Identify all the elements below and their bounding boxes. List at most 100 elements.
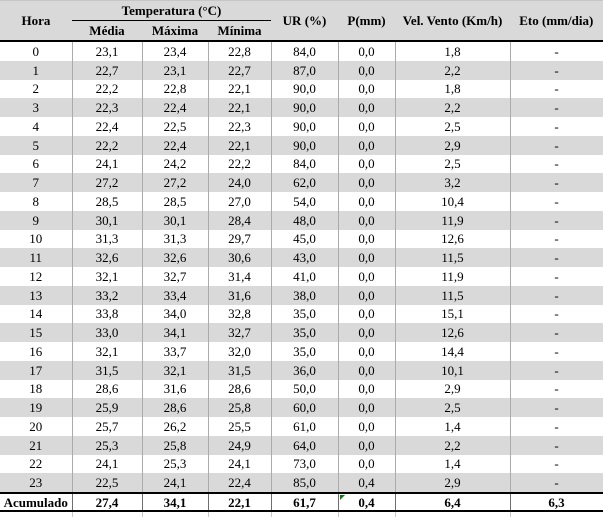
value-cell: 0,0 bbox=[337, 379, 396, 399]
value-cell: 0,0 bbox=[337, 304, 396, 324]
value-cell: 35,0 bbox=[270, 323, 339, 342]
value-cell: 2,5 bbox=[394, 154, 511, 174]
accumulated-eto: 6,3 bbox=[509, 492, 603, 512]
value-cell: 31,5 bbox=[71, 360, 142, 380]
value-cell: 22,1 bbox=[207, 98, 272, 117]
value-cell: 32,1 bbox=[71, 267, 142, 286]
table-row: 9 30,1 30,1 28,4 48,0 0,0 11,9- bbox=[0, 210, 603, 230]
hora-cell: 19 bbox=[0, 398, 72, 417]
value-cell: 22,3 bbox=[207, 117, 272, 136]
table-footer: Acumulado 27,4 34,1 22,1 61,7 0,4 6,4 6,… bbox=[0, 492, 603, 517]
accumulated-ur: 61,7 bbox=[270, 492, 339, 512]
value-cell: 3,2 bbox=[394, 173, 511, 192]
value-cell: 1,8 bbox=[394, 41, 511, 61]
value-cell: 12,6 bbox=[394, 323, 511, 342]
value-cell: 31,3 bbox=[71, 229, 142, 249]
value-cell: - bbox=[509, 267, 603, 286]
value-cell: 22,1 bbox=[207, 79, 272, 99]
value-cell: 30,1 bbox=[71, 210, 142, 230]
hora-cell: 11 bbox=[0, 248, 72, 267]
table-row: 19 25,9 28,6 25,8 60,0 0,0 2,5- bbox=[0, 398, 603, 417]
value-cell: 0,0 bbox=[337, 98, 396, 117]
value-cell: 0,0 bbox=[337, 398, 396, 417]
value-cell: 24,9 bbox=[207, 435, 272, 455]
accumulated-maxima: 34,1 bbox=[141, 492, 208, 512]
value-cell: 27,2 bbox=[71, 173, 142, 192]
value-cell: 2,9 bbox=[394, 379, 511, 399]
accumulated-media: 27,4 bbox=[71, 492, 142, 512]
hora-cell: 4 bbox=[0, 117, 72, 136]
value-cell: 11,9 bbox=[394, 267, 511, 286]
value-cell: 0,0 bbox=[337, 192, 396, 211]
value-cell: 2,9 bbox=[394, 473, 511, 493]
hora-cell: 3 bbox=[0, 98, 72, 117]
table-row: 15 33,0 34,1 32,7 35,0 0,0 12,6- bbox=[0, 323, 603, 342]
value-cell: 34,0 bbox=[141, 304, 208, 324]
table-row: 17 31,5 32,1 31,5 36,0 0,0 10,1- bbox=[0, 360, 603, 380]
value-cell: 24,2 bbox=[141, 154, 208, 174]
table-row: 6 24,1 24,2 22,2 84,0 0,0 2,5- bbox=[0, 154, 603, 174]
table-row: 13 33,2 33,4 31,6 38,0 0,0 11,5- bbox=[0, 285, 603, 305]
value-cell: - bbox=[509, 154, 603, 174]
value-cell: 32,1 bbox=[141, 360, 208, 380]
value-cell: 32,0 bbox=[207, 342, 272, 361]
value-cell: 1,4 bbox=[394, 454, 511, 474]
value-cell: 22,8 bbox=[207, 41, 272, 61]
value-cell: 31,6 bbox=[207, 285, 272, 305]
value-cell: 32,8 bbox=[207, 304, 272, 324]
value-cell: 0,0 bbox=[337, 229, 396, 249]
value-cell: 22,2 bbox=[71, 135, 142, 155]
hora-cell: 15 bbox=[0, 323, 72, 342]
value-cell: 29,7 bbox=[207, 229, 272, 249]
value-cell: 2,9 bbox=[394, 135, 511, 155]
value-cell: 2,2 bbox=[394, 60, 511, 80]
value-cell: 32,6 bbox=[71, 248, 142, 267]
accumulated-p-value: 0,4 bbox=[358, 494, 375, 510]
value-cell: 22,2 bbox=[71, 79, 142, 99]
hora-cell: 1 bbox=[0, 60, 72, 80]
value-cell: 22,5 bbox=[141, 117, 208, 136]
value-cell: - bbox=[509, 323, 603, 342]
column-header-hora: Hora bbox=[0, 0, 72, 42]
table-row: 10 31,3 31,3 29,7 45,0 0,0 12,6- bbox=[0, 229, 603, 249]
table-row: 22 24,1 25,3 24,1 73,0 0,0 1,4- bbox=[0, 454, 603, 474]
value-cell: 24,1 bbox=[207, 454, 272, 474]
value-cell: - bbox=[509, 473, 603, 493]
value-cell: 27,0 bbox=[207, 192, 272, 211]
value-cell: 36,0 bbox=[270, 360, 339, 380]
value-cell: 10,1 bbox=[394, 360, 511, 380]
value-cell: 11,5 bbox=[394, 248, 511, 267]
value-cell: 0,0 bbox=[337, 454, 396, 474]
value-cell: - bbox=[509, 229, 603, 249]
value-cell: - bbox=[509, 398, 603, 417]
hora-cell: 7 bbox=[0, 173, 72, 192]
value-cell: 0,0 bbox=[337, 248, 396, 267]
table-row: 7 27,2 27,2 24,0 62,0 0,0 3,2- bbox=[0, 173, 603, 192]
value-cell: - bbox=[509, 454, 603, 474]
value-cell: 0,0 bbox=[337, 435, 396, 455]
value-cell: 48,0 bbox=[270, 210, 339, 230]
value-cell: 0,0 bbox=[337, 60, 396, 80]
value-cell: 31,3 bbox=[141, 229, 208, 249]
value-cell: - bbox=[509, 417, 603, 436]
value-cell: 24,1 bbox=[71, 154, 142, 174]
value-cell: - bbox=[509, 135, 603, 155]
hora-cell: 18 bbox=[0, 379, 72, 399]
value-cell: 32,7 bbox=[207, 323, 272, 342]
value-cell: 90,0 bbox=[270, 79, 339, 99]
value-cell: - bbox=[509, 304, 603, 324]
value-cell: 33,0 bbox=[71, 323, 142, 342]
column-group-temperatura: Temperatura (°C) bbox=[72, 0, 272, 21]
hora-cell: 21 bbox=[0, 435, 72, 455]
table-row: 3 22,3 22,4 22,1 90,0 0,0 2,2- bbox=[0, 98, 603, 117]
column-header-p: P(mm) bbox=[338, 0, 396, 42]
value-cell: - bbox=[509, 192, 603, 211]
cropped-bottom-row bbox=[0, 511, 603, 517]
value-cell: 22,4 bbox=[141, 98, 208, 117]
table-row: 14 33,8 34,0 32,8 35,0 0,0 15,1- bbox=[0, 304, 603, 324]
value-cell: 61,0 bbox=[270, 417, 339, 436]
value-cell: - bbox=[509, 79, 603, 99]
table-row: 20 25,7 26,2 25,5 61,0 0,0 1,4- bbox=[0, 417, 603, 436]
column-header-maxima: Máxima bbox=[142, 20, 208, 42]
